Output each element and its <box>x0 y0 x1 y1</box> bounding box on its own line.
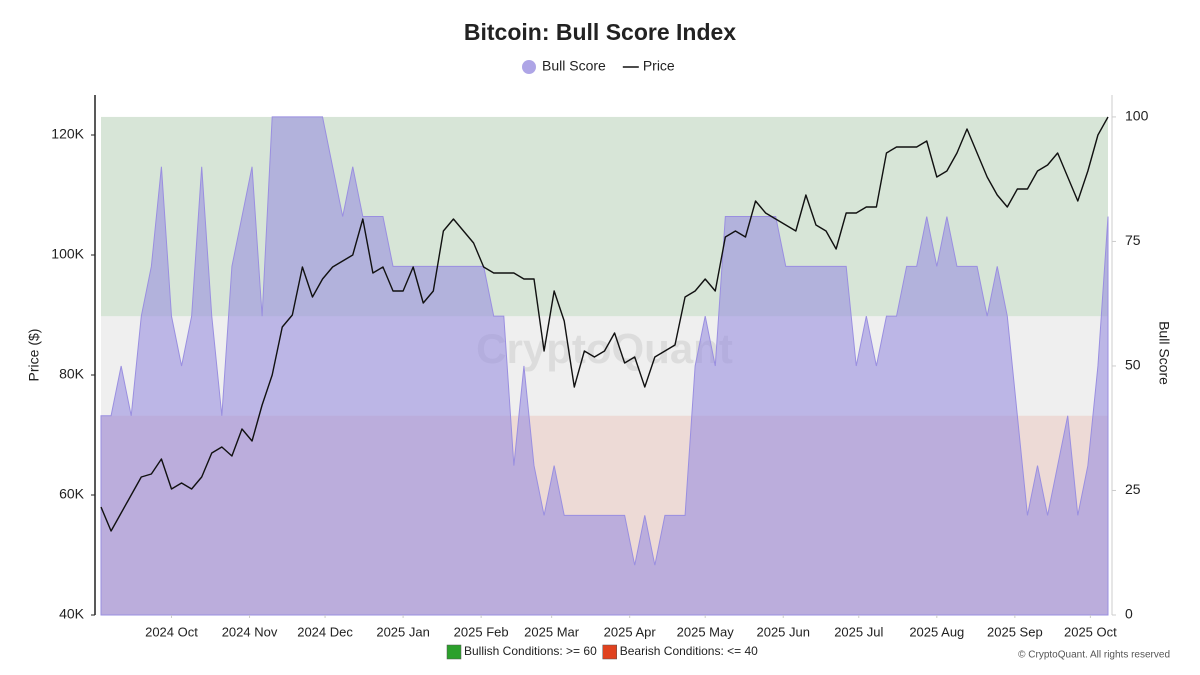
chart-title: Bitcoin: Bull Score Index <box>464 19 736 45</box>
y-tick-label: 100K <box>51 246 84 262</box>
y-tick-label: 80K <box>59 366 85 382</box>
x-tick-label: 2025 Oct <box>1064 624 1117 639</box>
y-axis-title: Price ($) <box>26 329 42 382</box>
x-tick-label: 2025 Mar <box>524 624 580 639</box>
x-tick-label: 2024 Nov <box>222 624 278 639</box>
x-tick-label: 2025 Jan <box>376 624 430 639</box>
y2-axis-title: Bull Score <box>1156 321 1172 385</box>
price-line <box>100 116 1109 532</box>
zone-legend-swatch <box>446 644 462 660</box>
y2-tick-label: 25 <box>1125 481 1141 497</box>
zone-legend-swatch <box>602 644 617 660</box>
x-tick-label: 2025 Jun <box>756 624 810 639</box>
y-tick-label: 120K <box>51 126 84 142</box>
watermark: CryptoQuant <box>476 325 733 372</box>
x-tick-label: 2024 Dec <box>297 624 353 639</box>
y-tick-label: 40K <box>59 606 85 622</box>
zone-legend-label: Bullish Conditions: >= 60 <box>464 644 597 658</box>
x-tick-label: 2025 Feb <box>454 624 509 639</box>
x-tick-label: 2025 Jul <box>834 624 883 639</box>
bull-score-area <box>100 116 1109 616</box>
y2-tick-label: 75 <box>1125 232 1141 248</box>
legend-label: Bull Score <box>542 58 606 74</box>
legend-label: Price <box>643 58 675 74</box>
x-tick-label: 2025 Aug <box>909 624 964 639</box>
y-tick-label: 60K <box>59 486 85 502</box>
y2-tick-label: 0 <box>1125 606 1133 622</box>
legend-marker <box>522 60 536 74</box>
x-tick-label: 2024 Oct <box>145 624 198 639</box>
zone-legend-label: Bearish Conditions: <= 40 <box>620 644 758 658</box>
y2-tick-label: 50 <box>1125 357 1141 373</box>
x-tick-label: 2025 May <box>677 624 735 639</box>
x-tick-label: 2025 Apr <box>604 624 657 639</box>
copyright: © CryptoQuant. All rights reserved <box>1018 650 1170 661</box>
y2-tick-label: 100 <box>1125 108 1149 124</box>
x-tick-label: 2025 Sep <box>987 624 1043 639</box>
